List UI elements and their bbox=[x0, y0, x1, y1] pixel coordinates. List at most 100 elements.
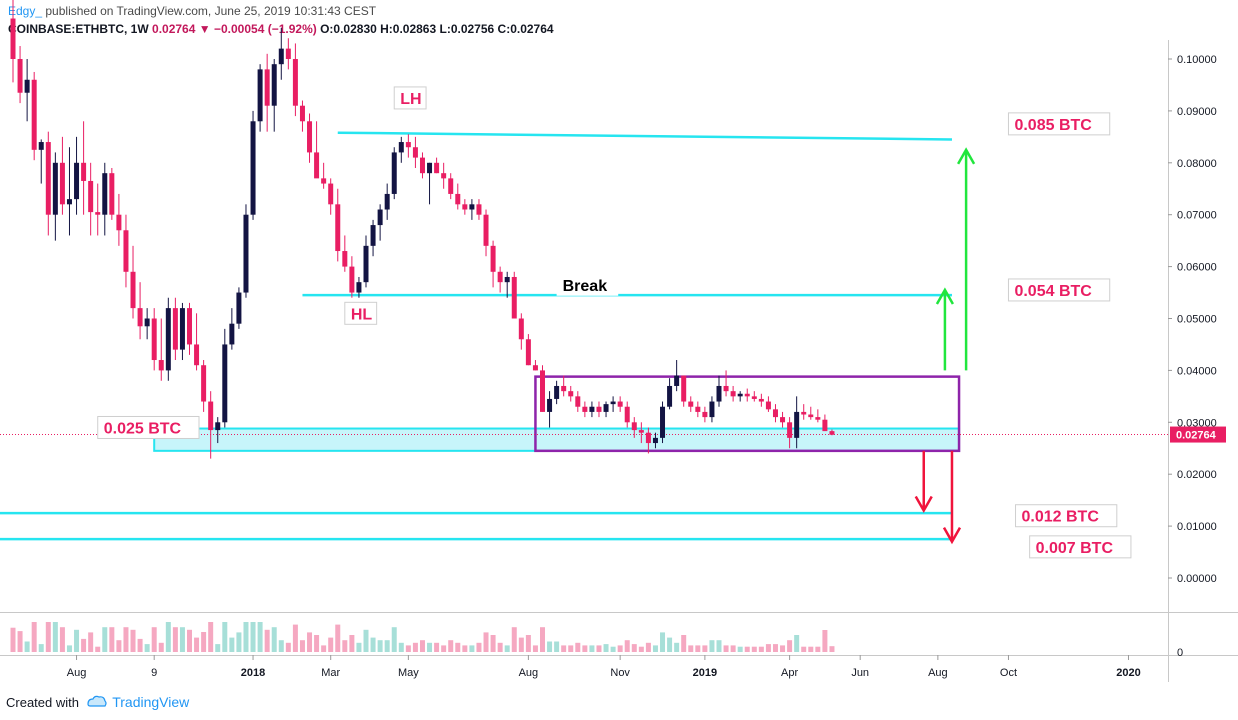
candle-body bbox=[151, 318, 157, 361]
candle-body bbox=[660, 406, 666, 438]
volume-bar bbox=[137, 638, 143, 652]
candle-body bbox=[582, 406, 588, 412]
candle bbox=[638, 422, 644, 444]
candle-body bbox=[434, 162, 440, 174]
volume-bar bbox=[434, 642, 440, 652]
volume-bar bbox=[321, 645, 327, 652]
candle bbox=[497, 266, 503, 293]
candle bbox=[349, 256, 355, 298]
annotation-box bbox=[97, 415, 200, 439]
annotation-text: 0.085 BTC bbox=[1014, 117, 1092, 134]
candle-body bbox=[307, 121, 313, 153]
volume-bar bbox=[257, 622, 263, 652]
annotation-box bbox=[556, 273, 619, 296]
candle bbox=[328, 178, 334, 215]
candle-body bbox=[285, 48, 291, 59]
annotation-text: LH bbox=[400, 91, 421, 108]
candle bbox=[299, 100, 305, 132]
y-tick-label: 0.06000 bbox=[1177, 262, 1217, 274]
candle-body bbox=[38, 142, 44, 150]
candle-body bbox=[737, 393, 743, 397]
volume-bar bbox=[356, 642, 362, 652]
volume-bar bbox=[525, 635, 531, 652]
author-name[interactable]: Edgy_ bbox=[8, 4, 43, 18]
x-tick-label: Jun bbox=[851, 667, 869, 679]
candle bbox=[194, 313, 200, 371]
volume-bar bbox=[419, 640, 425, 652]
candle-body bbox=[172, 308, 178, 350]
candle bbox=[504, 271, 510, 298]
candle-body bbox=[328, 183, 334, 205]
green-arrow-icon-head bbox=[957, 147, 976, 165]
candle bbox=[405, 134, 411, 158]
volume-bar bbox=[179, 627, 185, 652]
volume-bar bbox=[631, 644, 637, 652]
volume-bar bbox=[222, 622, 228, 652]
candle-body bbox=[638, 430, 644, 433]
candle bbox=[391, 147, 397, 200]
candle-body bbox=[271, 64, 277, 106]
candle bbox=[342, 235, 348, 272]
volume-bar bbox=[667, 637, 673, 652]
x-tick-label: Aug bbox=[928, 667, 948, 679]
volume-bar bbox=[547, 641, 553, 652]
candle bbox=[123, 214, 129, 288]
candle-body bbox=[109, 173, 115, 215]
annotation-text: 0.012 BTC bbox=[1022, 509, 1100, 526]
candle-body bbox=[187, 308, 192, 345]
annotation-box bbox=[344, 301, 378, 325]
candle-body bbox=[822, 419, 828, 432]
candle bbox=[652, 432, 658, 449]
price-chart[interactable]: LH HL Break 0.085 BTC 0.054 BTC 0.025 BTC 0.01… bbox=[0, 0, 1238, 690]
candle bbox=[660, 401, 666, 444]
candle bbox=[603, 401, 609, 418]
candle bbox=[688, 396, 694, 412]
annotation-box bbox=[1007, 112, 1111, 136]
candle-body bbox=[568, 391, 574, 397]
candle bbox=[483, 209, 489, 257]
x-tick-label: Mar bbox=[321, 667, 340, 679]
candle-body bbox=[603, 404, 609, 412]
volume-bar bbox=[737, 646, 743, 652]
tradingview-brand[interactable]: TradingView bbox=[112, 694, 190, 710]
created-with-text: Created with bbox=[6, 695, 79, 710]
candle-body bbox=[561, 385, 567, 392]
candle-body bbox=[45, 142, 51, 215]
volume-bar bbox=[384, 640, 390, 652]
volume-bar bbox=[532, 645, 538, 652]
candle-body bbox=[419, 157, 425, 174]
volume-bar bbox=[412, 642, 418, 652]
candle bbox=[434, 157, 440, 174]
candle bbox=[822, 414, 828, 432]
candle bbox=[695, 401, 701, 418]
candle bbox=[151, 308, 157, 371]
volume-bar bbox=[455, 642, 461, 652]
candle bbox=[412, 136, 418, 168]
level-line-0 bbox=[337, 131, 952, 141]
volume-bar bbox=[624, 640, 630, 652]
annotation-box bbox=[1015, 504, 1118, 528]
candle bbox=[624, 401, 630, 428]
y-tick-label: 0.08000 bbox=[1177, 158, 1217, 170]
candle bbox=[398, 136, 404, 163]
candle-body bbox=[81, 162, 87, 181]
candle-body bbox=[688, 401, 694, 407]
volume-bar bbox=[151, 627, 157, 652]
candle-body bbox=[610, 401, 616, 405]
volume-bar bbox=[187, 629, 192, 652]
annotation-label: 0.007 BTC bbox=[1029, 535, 1132, 559]
candle-body bbox=[208, 401, 214, 431]
volume-bar bbox=[490, 635, 496, 652]
volume-bar bbox=[582, 645, 588, 652]
candle-body bbox=[652, 437, 658, 444]
volume-bar bbox=[81, 638, 87, 652]
volume-bar bbox=[243, 622, 249, 652]
candle-body bbox=[674, 375, 680, 386]
candle bbox=[582, 401, 588, 418]
candle-body bbox=[356, 282, 362, 293]
volume-bar bbox=[172, 627, 178, 652]
volume-bar bbox=[511, 627, 517, 652]
candle-body bbox=[194, 344, 200, 366]
volume-bar bbox=[758, 646, 764, 652]
volume-bar bbox=[38, 644, 44, 652]
